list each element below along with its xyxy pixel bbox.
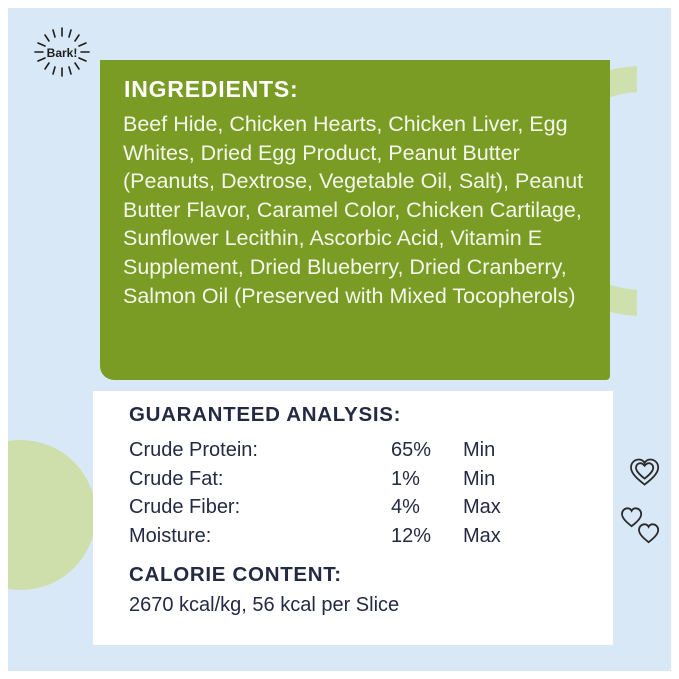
table-row: Crude Protein: 65% Min bbox=[129, 436, 579, 465]
ingredients-list-text: Beef Hide, Chicken Hearts, Chicken Liver… bbox=[123, 112, 584, 308]
guaranteed-analysis-table: Crude Protein: 65% Min Crude Fat: 1% Min… bbox=[129, 436, 579, 550]
table-row: Crude Fat: 1% Min bbox=[129, 465, 579, 494]
nutrient-value: 65% bbox=[391, 439, 432, 461]
heart-icon-inner bbox=[635, 462, 655, 480]
table-row: Crude Fiber: 4% Max bbox=[129, 493, 579, 522]
guaranteed-analysis-heading: GUARANTEED ANALYSIS: bbox=[129, 403, 402, 426]
calorie-content-heading: CALORIE CONTENT: bbox=[129, 563, 342, 586]
heart-icon-small-lower bbox=[638, 523, 660, 544]
nutrient-qualifier: Min bbox=[463, 467, 496, 490]
ingredients-panel: INGREDIENTS: Beef Hide, Chicken Hearts, … bbox=[100, 60, 610, 380]
decorative-circle-shape bbox=[8, 440, 96, 590]
nutrient-label: Crude Protein: bbox=[129, 439, 258, 461]
table-row: Moisture: 12% Max bbox=[129, 522, 579, 551]
nutrient-qualifier: Max bbox=[463, 524, 501, 547]
heart-icon-small-upper bbox=[621, 507, 643, 528]
bark-badge-text: Bark! bbox=[47, 46, 78, 60]
nutrient-label: Moisture: bbox=[129, 524, 212, 547]
decorative-arc-mask bbox=[637, 48, 671, 338]
ingredients-heading: INGREDIENTS: bbox=[124, 76, 299, 102]
nutrient-label: Crude Fat: bbox=[129, 467, 224, 490]
nutrient-qualifier: Max bbox=[463, 496, 501, 518]
nutrient-label: Crude Fiber: bbox=[129, 496, 241, 518]
nutrient-value: 4% bbox=[391, 496, 420, 518]
label-background-panel: Bark! INGREDIENTS: Beef Hide, Chicken He… bbox=[8, 8, 671, 671]
nutrient-qualifier: Min bbox=[463, 439, 496, 461]
heart-doodles bbox=[612, 452, 671, 552]
analysis-panel: GUARANTEED ANALYSIS: Crude Protein: 65% … bbox=[93, 391, 613, 645]
nutrient-value: 12% bbox=[391, 524, 432, 547]
calorie-content-text: 2670 kcal/kg, 56 kcal per Slice bbox=[129, 594, 400, 616]
heart-icon-outer bbox=[630, 458, 660, 486]
nutrient-value: 1% bbox=[391, 467, 420, 490]
bark-burst-badge: Bark! bbox=[26, 24, 98, 80]
